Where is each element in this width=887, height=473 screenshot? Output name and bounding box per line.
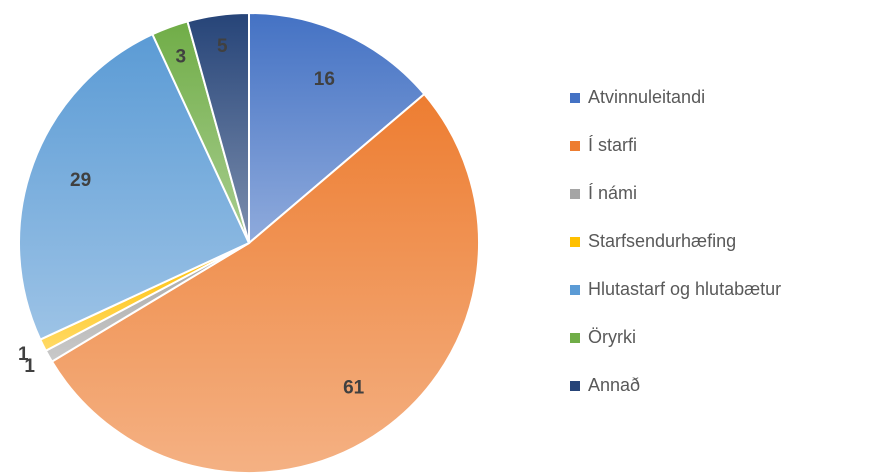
legend-label: Atvinnuleitandi [588,87,705,107]
legend-swatch [570,285,580,295]
legend-label: Hlutastarf og hlutabætur [588,279,781,299]
legend-swatch [570,141,580,151]
data-label: 1 [24,356,35,377]
data-label: 5 [217,36,228,57]
legend-label: Í námi [588,183,637,203]
legend-label: Öryrki [588,327,636,347]
pie-slice [248,11,426,246]
pie-slice [186,11,250,244]
data-label: 1 [18,344,29,365]
data-label: 16 [314,69,335,90]
data-label: 29 [70,170,91,191]
legend-swatch [570,381,580,391]
legend-label: Annað [588,375,640,395]
legend-swatch [570,189,580,199]
legend-label: Í starfi [588,135,637,155]
legend-swatch [570,237,580,247]
data-label: 3 [176,46,187,67]
legend-swatch [570,333,580,343]
legend-swatch [570,93,580,103]
pie-slice [18,32,251,341]
data-label: 61 [343,378,365,399]
legend-label: Starfsendurhæfing [588,231,736,251]
pie-slice [50,92,481,473]
